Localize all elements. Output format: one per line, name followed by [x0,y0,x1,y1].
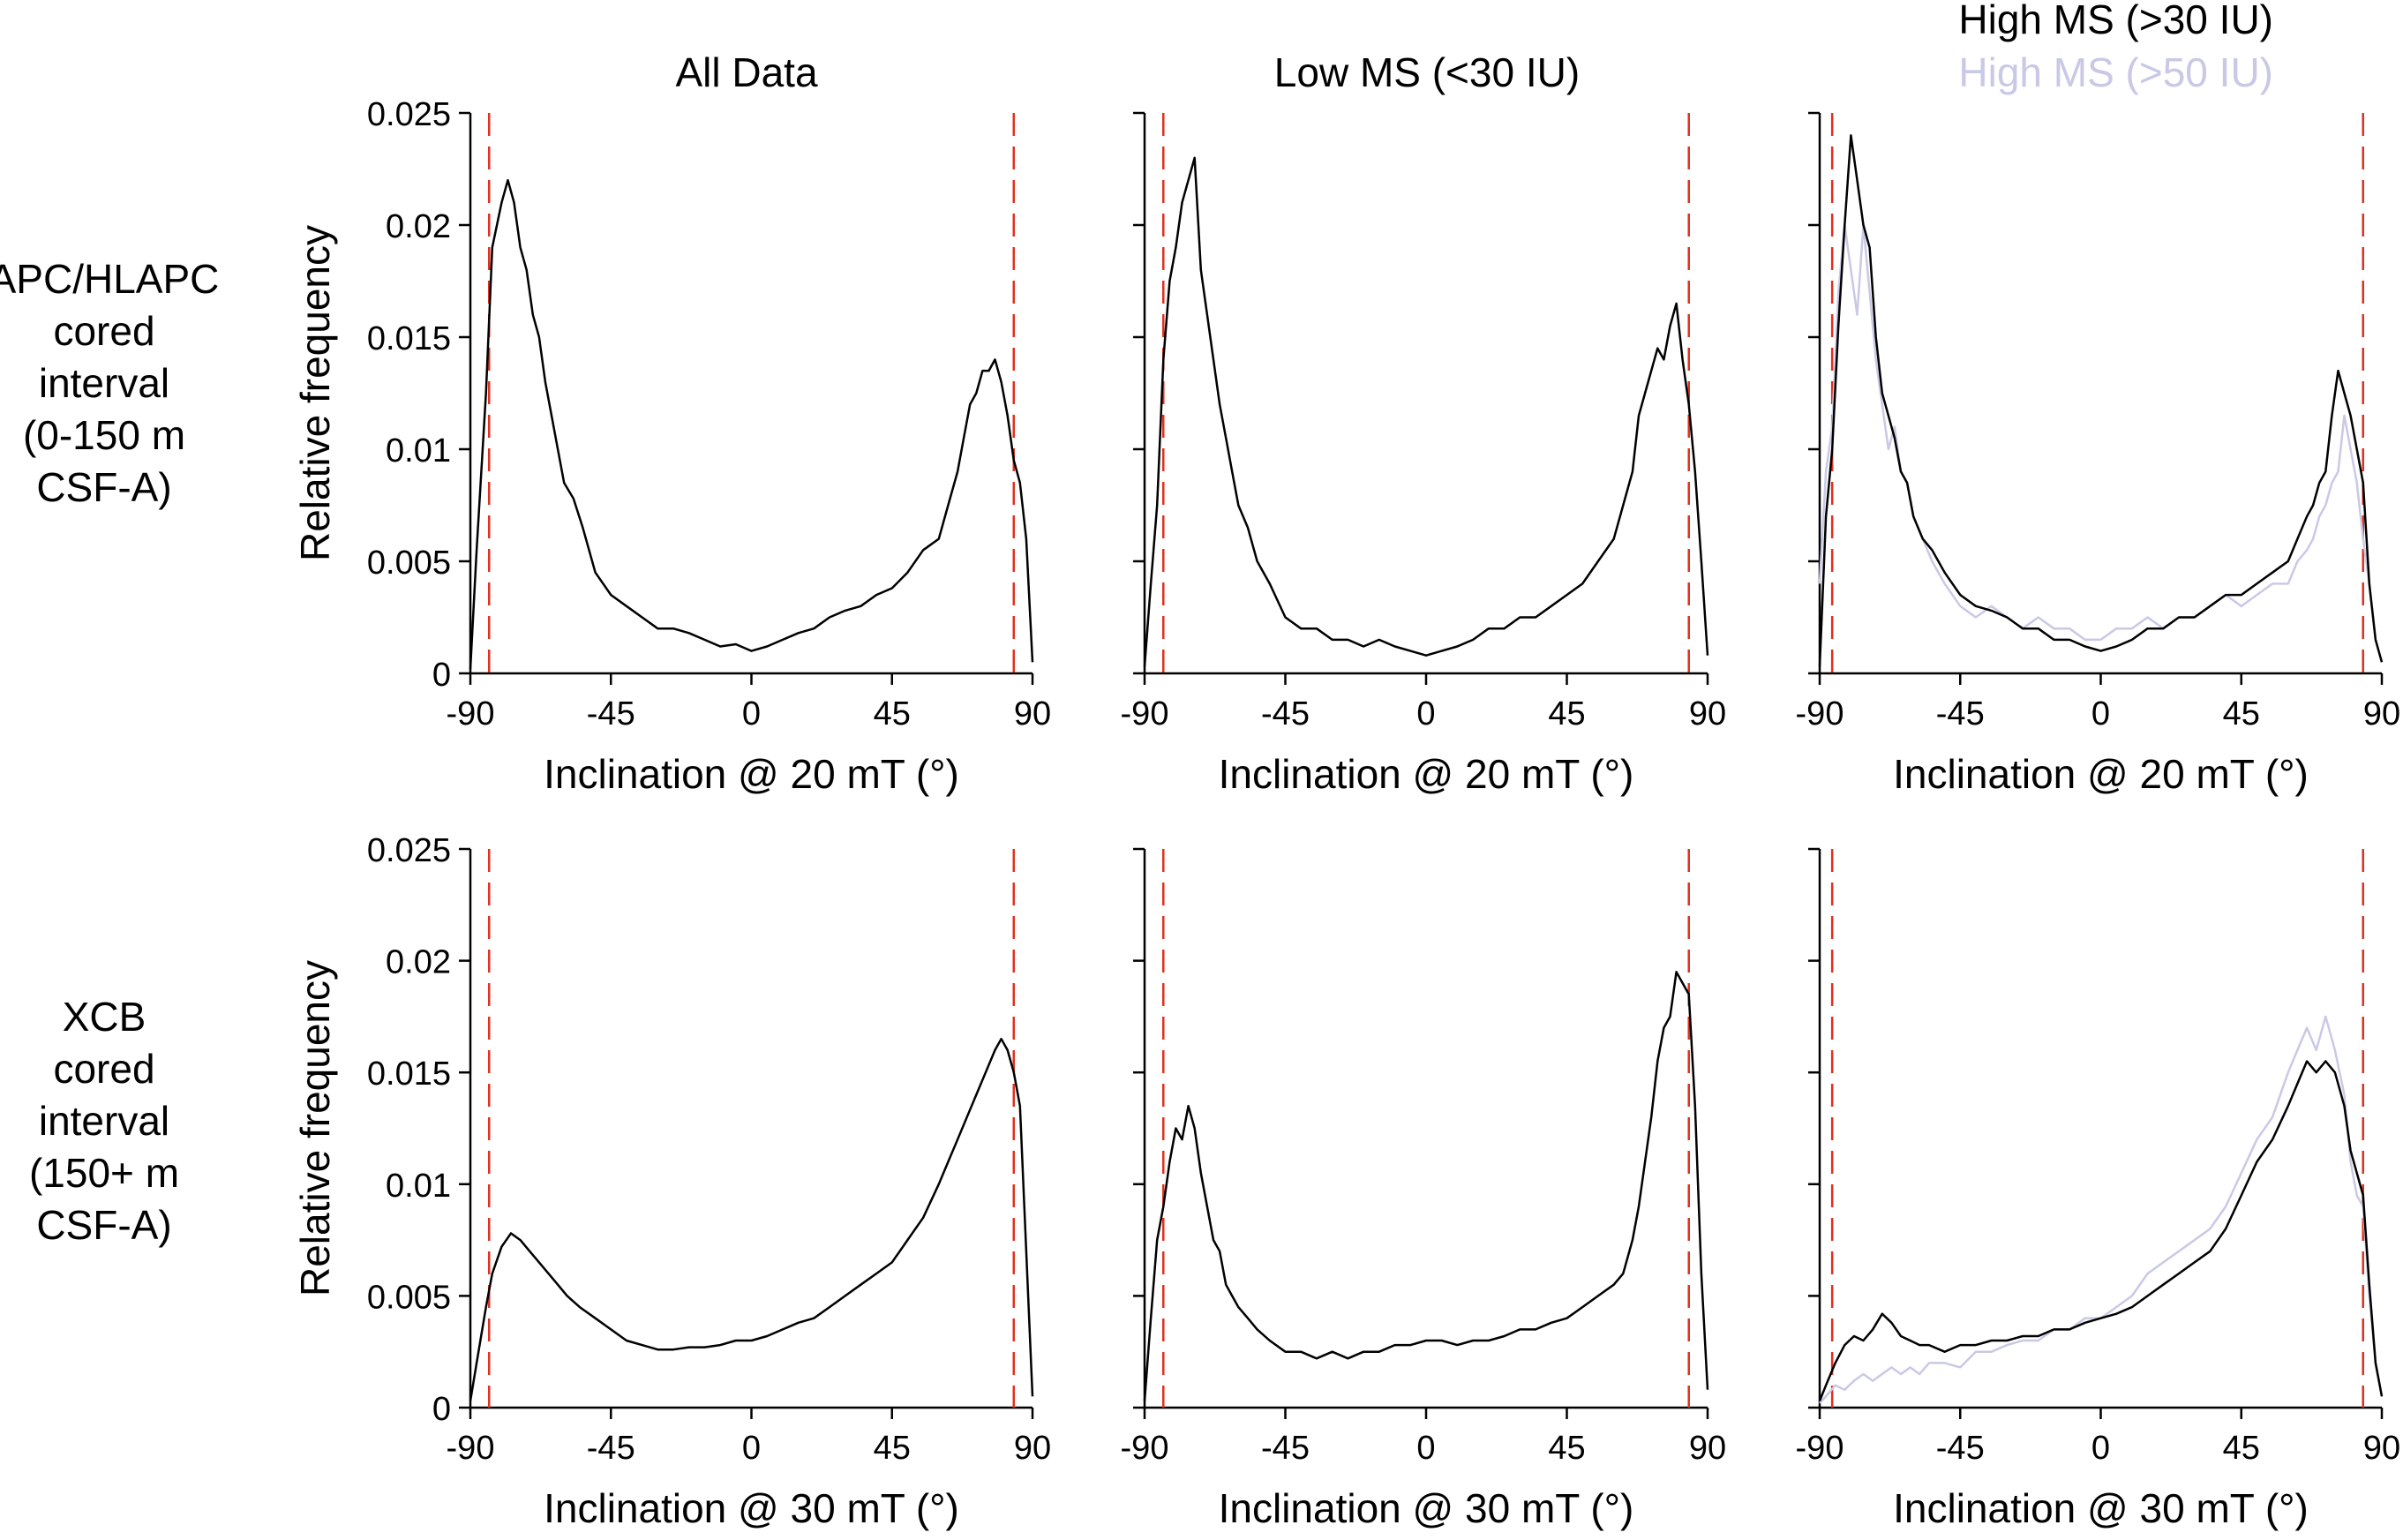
y-tick-label: 0.015 [367,320,451,357]
column-title-low-ms: Low MS (<30 IU) [1274,49,1580,95]
y-tick-label: 0 [432,657,451,694]
x-axis-label: Inclination @ 20 mT (°) [1893,751,2309,797]
y-tick-label: 0.02 [386,208,451,245]
x-axis-label: Inclination @ 30 mT (°) [1893,1485,2309,1531]
series-line-0 [1143,156,1709,667]
legend-entry-high-ms-50: High MS (>50 IU) [1958,49,2273,95]
x-tick-label: 90 [2363,1430,2400,1467]
x-tick-label: -90 [1796,695,1844,732]
x-tick-label: 45 [1548,695,1585,732]
y-axis-label: Relative frequency [292,960,338,1296]
x-tick-label: 90 [1689,695,1726,732]
series-line-1 [1818,134,2384,667]
row-label-0-line-4: CSF-A) [36,464,171,510]
y-tick-label: 0.015 [367,1055,451,1093]
series-line-0 [1143,971,1709,1401]
y-tick-label: 0.01 [386,1168,451,1205]
x-tick-label: 45 [2223,695,2260,732]
row-label-1-line-1: cored [53,1046,154,1092]
x-tick-label: 0 [2091,1430,2110,1467]
y-tick-label: 0 [432,1391,451,1428]
series-line-1 [1818,1060,2384,1401]
x-tick-label: 0 [1416,695,1435,732]
series-line-0 [469,178,1034,669]
series-line-0 [1819,1015,2384,1404]
x-tick-label: 90 [1689,1430,1726,1467]
x-tick-label: -90 [1121,1430,1169,1467]
chart-panel-1-0: 0 0.005 0.01 0.015 0.02 0.025 -90 -45 0 45 90 Incli… [292,832,1051,1531]
y-axis-label: Relative frequency [292,225,338,561]
row-label-1-line-3: (150+ m [29,1150,179,1196]
x-tick-label: 45 [1548,1430,1585,1467]
y-tick-label: 0.005 [367,1279,451,1316]
x-tick-label: 45 [874,695,911,732]
chart-panel-0-1: -90 -45 0 45 90 Inclination @ 20 mT (°) [1121,111,1726,797]
x-tick-label: -90 [1121,695,1169,732]
chart-panels: 0 0.005 0.01 0.015 0.02 0.025 -90 -45 0 45 90 Incli… [292,96,2400,1531]
x-tick-label: -90 [1796,1430,1844,1467]
x-tick-label: -45 [587,695,635,732]
x-tick-label: -45 [1261,1430,1310,1467]
chart-panel-1-1: -90 -45 0 45 90 Inclination @ 30 mT (°) [1121,847,1726,1531]
row-label-0-line-2: interval [39,360,169,406]
chart-panel-1-2: -90 -45 0 45 90 Inclination @ 30 mT (°) [1796,847,2400,1531]
x-tick-label: 90 [1014,1430,1051,1467]
x-axis-label: Inclination @ 20 mT (°) [544,751,959,797]
x-axis-label: Inclination @ 20 mT (°) [1219,751,1634,797]
x-tick-label: 90 [2363,695,2400,732]
x-axis-label: Inclination @ 30 mT (°) [1219,1485,1634,1531]
row-label-1-line-4: CSF-A) [36,1202,171,1248]
row-label-0-line-3: (0-150 m [23,412,185,458]
y-tick-label: 0.01 [386,432,451,470]
chart-panel-0-2: -90 -45 0 45 90 Inclination @ 20 mT (°) [1796,111,2400,797]
figure-headers: All Data Low MS (<30 IU) High MS (>30 IU… [675,0,2273,95]
x-tick-label: -90 [447,1430,495,1467]
x-tick-label: 0 [1416,1430,1435,1467]
row-labels: APC/HLAPC cored interval (0-150 m CSF-A) XCB c… [0,256,219,1248]
x-axis-label: Inclination @ 30 mT (°) [544,1485,959,1531]
y-tick-label: 0.005 [367,545,451,582]
row-label-1-line-2: interval [39,1098,169,1144]
row-label-0-line-0: APC/HLAPC [0,256,219,302]
x-tick-label: 0 [2091,695,2110,732]
series-line-0 [469,1037,1034,1401]
x-tick-label: 45 [2223,1430,2260,1467]
legend-entry-high-ms-30: High MS (>30 IU) [1958,0,2273,42]
column-title-all-data: All Data [675,49,817,95]
row-label-1-line-0: XCB [63,994,146,1040]
x-tick-label: 90 [1014,695,1051,732]
row-label-0-line-1: cored [53,308,154,354]
x-tick-label: -45 [587,1430,635,1467]
y-tick-label: 0.025 [367,832,451,869]
x-tick-label: -45 [1936,1430,1985,1467]
y-tick-label: 0.02 [386,944,451,981]
x-tick-label: 45 [874,1430,911,1467]
x-tick-label: 0 [742,695,761,732]
x-tick-label: -90 [447,695,495,732]
series-line-0 [1818,223,2384,663]
chart-panel-0-0: 0 0.005 0.01 0.015 0.02 0.025 -90 -45 0 45 90 Incli… [292,96,1051,797]
y-tick-label: 0.025 [367,96,451,133]
x-tick-label: 0 [742,1430,761,1467]
x-tick-label: -45 [1936,695,1985,732]
x-tick-label: -45 [1261,695,1310,732]
